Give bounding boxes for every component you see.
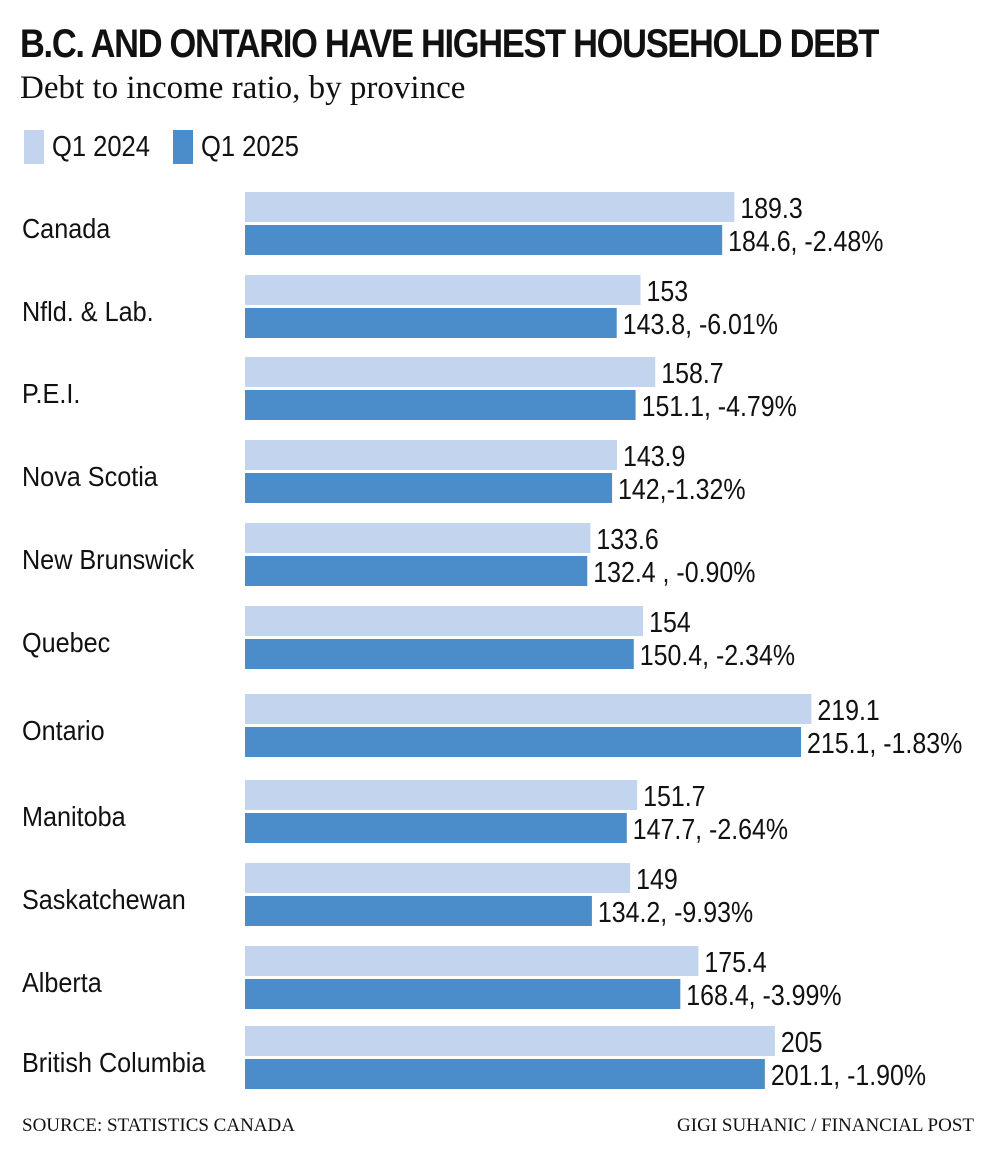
data-label-alberta-q1-2025: 168.4, -3.99% bbox=[686, 979, 841, 1011]
data-label-p-e-i-q1-2024: 158.7 bbox=[661, 357, 723, 389]
category-label-canada: Canada bbox=[22, 213, 110, 245]
bar-british-columbia-q1-2025 bbox=[245, 1059, 765, 1089]
category-label-ontario: Ontario bbox=[22, 715, 105, 747]
data-label-british-columbia-q1-2025: 201.1, -1.90% bbox=[771, 1059, 926, 1091]
credit-note: GIGI SUHANIC / FINANCIAL POST bbox=[677, 1115, 974, 1136]
bar-saskatchewan-q1-2025 bbox=[245, 896, 592, 926]
data-label-ontario-q1-2025: 215.1, -1.83% bbox=[807, 727, 962, 759]
legend-swatch-q1-2025 bbox=[173, 130, 194, 164]
data-label-nfld-lab-q1-2024: 153 bbox=[647, 275, 689, 307]
category-label-quebec: Quebec bbox=[22, 627, 110, 659]
bar-manitoba-q1-2025 bbox=[245, 813, 627, 843]
legend-swatch-q1-2024 bbox=[24, 130, 44, 164]
data-label-saskatchewan-q1-2024: 149 bbox=[636, 863, 678, 895]
bar-british-columbia-q1-2024 bbox=[245, 1026, 775, 1056]
category-label-nfld-lab: Nfld. & Lab. bbox=[22, 296, 154, 328]
legend: Q1 2024 Q1 2025 bbox=[24, 130, 309, 164]
data-label-nova-scotia-q1-2024: 143.9 bbox=[623, 440, 685, 472]
category-label-new-brunswick: New Brunswick bbox=[22, 544, 195, 576]
bar-nova-scotia-q1-2024 bbox=[245, 440, 617, 470]
legend-label-q1-2025: Q1 2025 bbox=[201, 130, 300, 163]
data-label-new-brunswick-q1-2025: 132.4 , -0.90% bbox=[593, 556, 755, 588]
bar-manitoba-q1-2024 bbox=[245, 780, 638, 810]
category-label-saskatchewan: Saskatchewan bbox=[22, 884, 186, 916]
category-label-p-e-i: P.E.I. bbox=[22, 378, 80, 410]
bar-nova-scotia-q1-2025 bbox=[245, 473, 613, 503]
legend-label-q1-2024: Q1 2024 bbox=[52, 130, 150, 163]
chart-subtitle: Debt to income ratio, by province bbox=[20, 70, 466, 106]
data-label-quebec-q1-2024: 154 bbox=[649, 606, 691, 638]
bar-quebec-q1-2024 bbox=[245, 606, 644, 636]
data-label-manitoba-q1-2024: 151.7 bbox=[643, 780, 705, 812]
data-label-british-columbia-q1-2024: 205 bbox=[781, 1026, 823, 1058]
bar-p-e-i-q1-2025 bbox=[245, 390, 636, 420]
bar-quebec-q1-2025 bbox=[245, 639, 634, 669]
data-label-new-brunswick-q1-2024: 133.6 bbox=[596, 523, 658, 555]
data-label-p-e-i-q1-2025: 151.1, -4.79% bbox=[642, 390, 797, 422]
bar-canada-q1-2024 bbox=[245, 192, 735, 222]
data-label-canada-q1-2025: 184.6, -2.48% bbox=[728, 225, 883, 257]
bar-nfld-lab-q1-2025 bbox=[245, 308, 617, 338]
data-label-saskatchewan-q1-2025: 134.2, -9.93% bbox=[598, 896, 753, 928]
bar-saskatchewan-q1-2024 bbox=[245, 863, 631, 893]
data-label-manitoba-q1-2025: 147.7, -2.64% bbox=[633, 813, 788, 845]
source-note: SOURCE: STATISTICS CANADA bbox=[22, 1115, 295, 1136]
bar-new-brunswick-q1-2024 bbox=[245, 523, 591, 553]
category-label-nova-scotia: Nova Scotia bbox=[22, 461, 158, 493]
data-label-ontario-q1-2024: 219.1 bbox=[817, 694, 879, 726]
bar-alberta-q1-2025 bbox=[245, 979, 681, 1009]
category-label-manitoba: Manitoba bbox=[22, 801, 126, 833]
bar-ontario-q1-2025 bbox=[245, 727, 802, 757]
data-label-alberta-q1-2024: 175.4 bbox=[704, 946, 766, 978]
category-label-british-columbia: British Columbia bbox=[22, 1047, 206, 1079]
bar-new-brunswick-q1-2025 bbox=[245, 556, 588, 586]
bar-alberta-q1-2024 bbox=[245, 946, 699, 976]
bar-p-e-i-q1-2024 bbox=[245, 357, 656, 387]
category-label-alberta: Alberta bbox=[22, 967, 102, 999]
data-label-nfld-lab-q1-2025: 143.8, -6.01% bbox=[623, 308, 778, 340]
data-label-nova-scotia-q1-2025: 142,-1.32% bbox=[618, 473, 745, 505]
chart-title: B.C. AND ONTARIO HAVE HIGHEST HOUSEHOLD … bbox=[20, 22, 879, 66]
bar-canada-q1-2025 bbox=[245, 225, 723, 255]
data-label-quebec-q1-2025: 150.4, -2.34% bbox=[640, 639, 795, 671]
bar-ontario-q1-2024 bbox=[245, 694, 812, 724]
data-label-canada-q1-2024: 189.3 bbox=[740, 192, 802, 224]
bar-nfld-lab-q1-2024 bbox=[245, 275, 641, 305]
